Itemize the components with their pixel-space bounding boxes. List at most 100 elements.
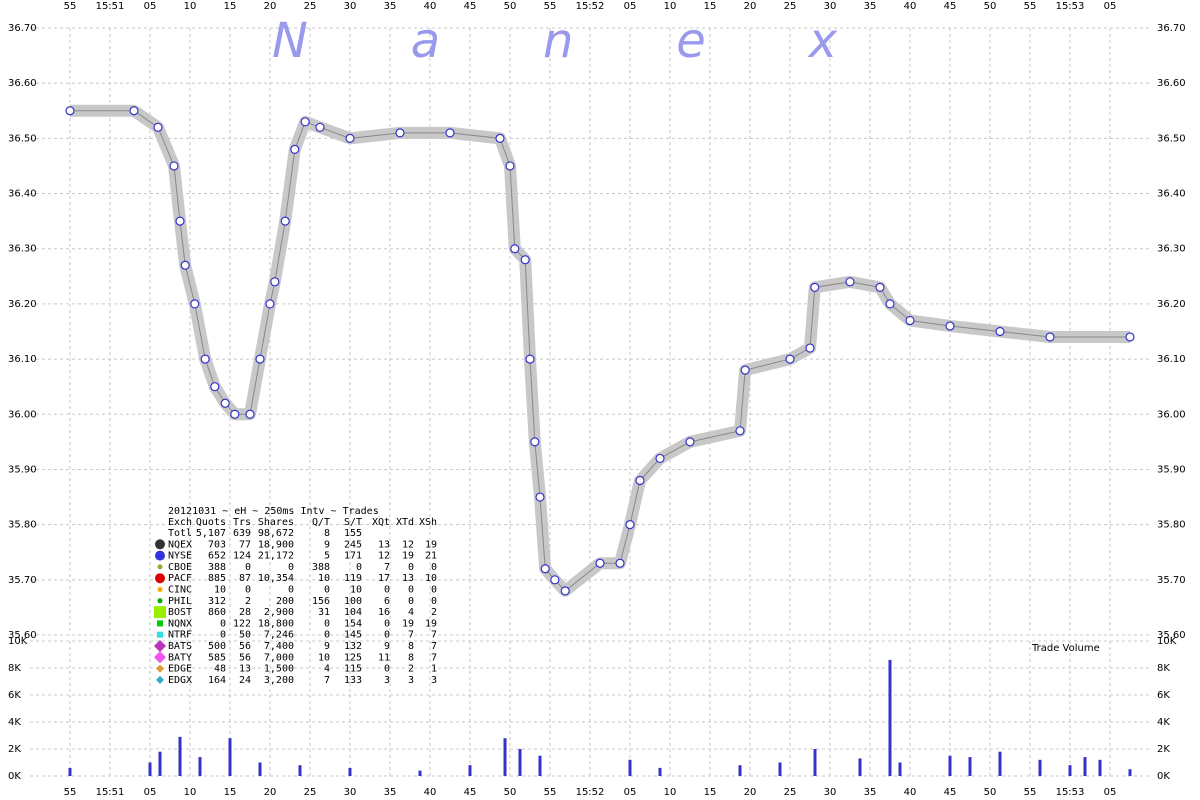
trade-marker	[220, 398, 230, 408]
table-cell: 3	[408, 675, 414, 686]
volume-bar	[418, 770, 422, 776]
table-cell: 4	[408, 607, 414, 618]
y-tick-label-right: 10K	[1157, 636, 1177, 647]
trade-marker	[540, 564, 550, 574]
y-tick-label-right: 36.30	[1157, 244, 1186, 255]
table-cell: 13	[239, 664, 251, 675]
y-tick-label: 8K	[8, 663, 21, 674]
trade-marker	[200, 354, 210, 364]
table-cell: 3	[384, 675, 390, 686]
x-tick-label: 25	[784, 787, 797, 798]
table-cell: 0	[220, 618, 226, 629]
table-cell: 11	[378, 652, 390, 663]
table-cell: 8	[408, 641, 414, 652]
table-cell: 164	[208, 675, 226, 686]
x-tick-label: 15	[224, 1, 237, 12]
trade-marker	[875, 282, 885, 292]
trade-marker	[395, 128, 405, 138]
trade-marker	[785, 354, 795, 364]
volume-bar	[1128, 769, 1132, 776]
table-header: Trs	[233, 517, 251, 528]
x-tick-label: 40	[424, 787, 437, 798]
volume-bar	[888, 659, 892, 776]
trade-marker	[535, 492, 545, 502]
annotation: Trade Volume	[1031, 643, 1100, 654]
legend-marker	[155, 573, 165, 584]
trade-marker	[550, 575, 560, 585]
table-cell: 0	[384, 585, 390, 596]
trade-marker	[905, 315, 915, 326]
x-tick-label: 15:51	[96, 787, 125, 798]
trade-marker	[810, 282, 820, 292]
trade-marker	[300, 117, 310, 127]
table-header: XSh	[419, 517, 437, 528]
table-cell: 50	[239, 630, 251, 641]
trade-marker	[560, 586, 570, 596]
table-cell: 703	[208, 539, 226, 550]
table-cell: NTRF	[168, 630, 192, 641]
trade-marker	[210, 382, 220, 392]
trade-marker	[230, 409, 240, 419]
legend-marker	[155, 539, 165, 550]
table-cell: 17	[378, 573, 390, 584]
trade-marker	[175, 216, 185, 226]
trade-marker	[169, 161, 179, 171]
x-tick-label: 50	[504, 787, 517, 798]
table-cell: 18,800	[258, 618, 294, 629]
legend-marker	[157, 587, 163, 592]
table-cell: 3	[431, 675, 437, 686]
table-cell: 3,200	[264, 675, 294, 686]
x-tick-label: 05	[1104, 787, 1117, 798]
table-cell: 6	[384, 596, 390, 607]
trade-marker	[345, 133, 355, 143]
legend-marker	[154, 606, 166, 619]
trade-marker	[290, 144, 300, 154]
table-cell: 0	[288, 585, 294, 596]
table-cell: 585	[208, 652, 226, 663]
y-tick-label-right: 35.70	[1157, 575, 1186, 586]
table-cell: 124	[233, 551, 251, 562]
volume-bar	[628, 759, 632, 776]
y-tick-label: 36.60	[8, 78, 37, 89]
table-cell: 0	[431, 562, 437, 573]
x-tick-label: 55	[544, 787, 557, 798]
y-tick-label: 0K	[8, 771, 21, 782]
mark-layer	[65, 104, 1135, 776]
volume-bar	[1098, 759, 1102, 776]
table-cell: 8	[324, 528, 330, 539]
table-cell: 87	[239, 573, 251, 584]
y-tick-label-right: 36.00	[1157, 409, 1186, 420]
trade-marker	[845, 277, 855, 287]
y-tick-label: 36.00	[8, 409, 37, 420]
trade-marker	[740, 365, 750, 375]
x-tick-label: 30	[344, 787, 357, 798]
table-cell: 5,107	[196, 528, 226, 539]
table-cell: 860	[208, 607, 226, 618]
table-cell: 9	[324, 539, 330, 550]
table-title: 20121031 ~ eH ~ 250ms Intv ~ Trades	[168, 506, 379, 517]
table-cell: 0	[408, 562, 414, 573]
trade-marker	[525, 354, 535, 364]
table-cell: PHIL	[168, 596, 192, 607]
volume-bar	[518, 749, 522, 776]
trade-marker	[180, 260, 190, 270]
legend-marker	[157, 598, 163, 604]
y-tick-label-right: 36.50	[1157, 133, 1186, 144]
table-cell: 2,900	[264, 607, 294, 618]
table-cell: 0	[431, 585, 437, 596]
table-cell: 28	[239, 607, 251, 618]
x-tick-label: 40	[424, 1, 437, 12]
trade-marker	[635, 475, 645, 486]
table-cell: 0	[408, 585, 414, 596]
trade-marker	[280, 216, 290, 226]
table-cell: BOST	[168, 607, 192, 618]
trade-marker	[530, 437, 540, 447]
table-cell: 155	[344, 528, 362, 539]
x-tick-label: 15:52	[576, 787, 605, 798]
y-tick-label-right: 6K	[1157, 690, 1170, 701]
table-cell: 154	[344, 618, 362, 629]
table-cell: 56	[239, 641, 251, 652]
table-cell: 7	[384, 562, 390, 573]
